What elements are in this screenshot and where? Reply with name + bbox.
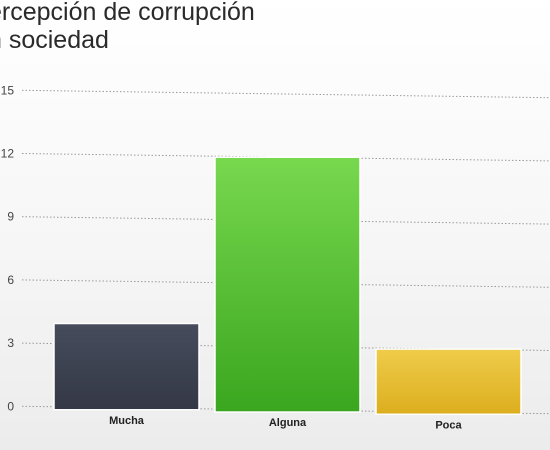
bar-mucha: [53, 322, 200, 411]
y-tick-label: 9: [7, 210, 14, 224]
bar-poca: [375, 348, 522, 416]
y-tick-label: 15: [1, 83, 15, 97]
y-tick-label: 12: [1, 147, 15, 161]
x-tick-label-mucha: Mucha: [109, 415, 145, 427]
chart-title-line-1: ercepción de corrupción: [0, 0, 255, 26]
y-tick-label: 3: [7, 336, 14, 350]
gridline: [21, 216, 550, 225]
chart-title: ercepción de corrupción n sociedad: [0, 0, 408, 54]
x-tick-label-alguna: Alguna: [269, 417, 307, 429]
gridline: [21, 89, 550, 99]
y-tick-label: 0: [7, 399, 14, 413]
bar-alguna: [214, 156, 361, 413]
gridline: [21, 279, 550, 288]
chart-title-line-2: n sociedad: [0, 26, 109, 54]
x-tick-label-poca: Poca: [435, 419, 462, 431]
gridline: [21, 153, 550, 162]
y-tick-label: 6: [7, 273, 14, 287]
